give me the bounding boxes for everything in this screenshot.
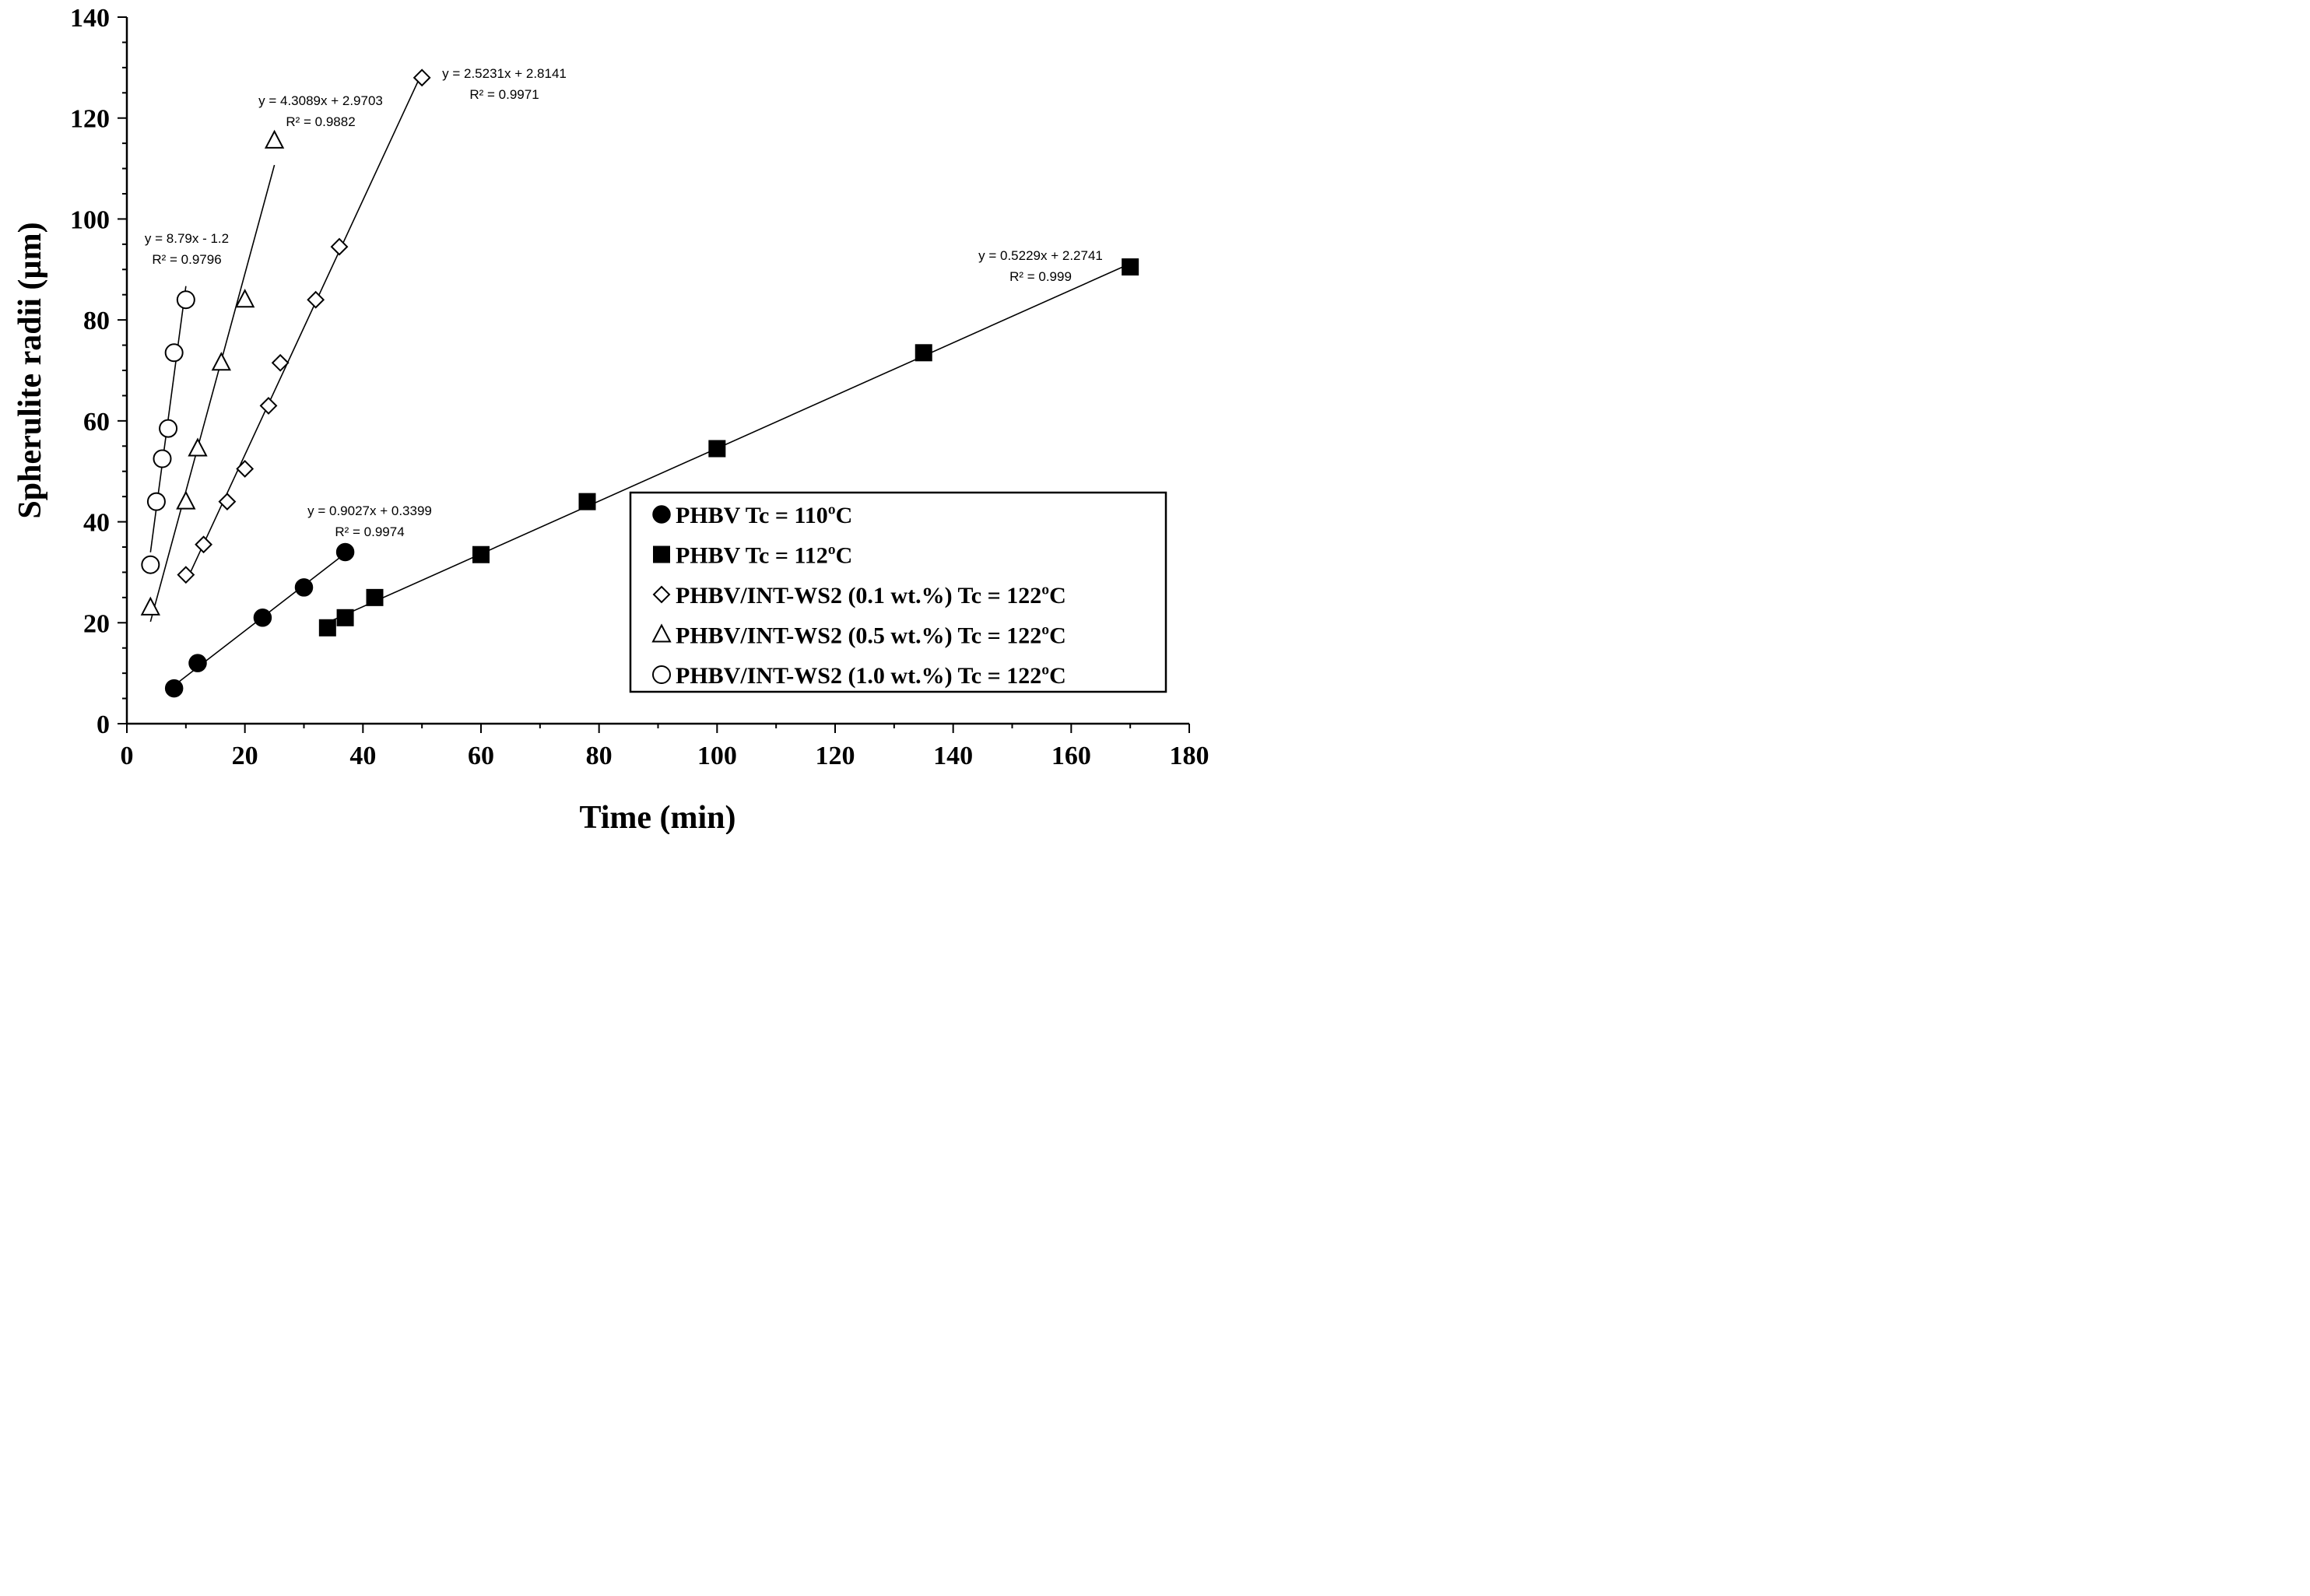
point-series-2: [330, 237, 349, 256]
point-series-4: [141, 555, 160, 574]
point-series-3: [211, 352, 231, 371]
y-tick-label: 0: [97, 710, 110, 739]
legend-marker-series-2: [652, 585, 671, 604]
fit-equation-110: y = 0.9027x + 0.3399: [307, 503, 432, 518]
data-points: [140, 68, 1139, 698]
legend-label-series-4: PHBV/INT-WS2 (1.0 wt.%) Tc = 122ºC: [676, 663, 1066, 689]
point-series-1: [915, 344, 932, 362]
point-series-1: [578, 493, 596, 510]
point-series-1: [708, 440, 726, 458]
x-tick-label: 160: [1051, 742, 1091, 770]
point-series-1: [472, 545, 490, 563]
legend-marker-series-4: [652, 665, 671, 684]
point-series-2: [271, 353, 290, 372]
point-series-3: [235, 289, 255, 308]
point-series-0: [253, 609, 272, 627]
axis-ticks: 0 20 40 60 80 100 120 140 160 180 0 20 40 60 80 100 120 1…: [70, 4, 1209, 770]
point-series-0: [294, 578, 314, 597]
legend-box: [629, 491, 1167, 693]
point-series-4: [159, 419, 178, 438]
spherulite-growth-chart: 0 20 40 60 80 100 120 140 160 180 0 20 40 60 80 100 120 1…: [12, 4, 1209, 834]
x-tick-label: 140: [933, 742, 973, 770]
legend-label-series-1: PHBV Tc = 112ºC: [676, 543, 852, 569]
x-tick-label: 20: [232, 742, 258, 770]
point-series-2: [412, 68, 431, 87]
point-series-1: [336, 609, 354, 626]
fit-r2-10wt: R² = 0.9796: [152, 252, 221, 267]
legend-marker-series-1: [653, 545, 670, 563]
x-tick-label: 80: [586, 742, 613, 770]
point-series-2: [218, 493, 237, 511]
point-series-3: [264, 129, 285, 149]
legend-marker-series-3: [651, 623, 672, 643]
fit-r2-01wt: R² = 0.9971: [469, 87, 539, 102]
point-series-3: [140, 596, 160, 616]
fit-equation-01wt: y = 2.5231x + 2.8141: [442, 66, 567, 81]
y-tick-label: 80: [83, 307, 110, 335]
point-series-2: [259, 396, 278, 415]
fit-equation-112: y = 0.5229x + 2.2741: [978, 248, 1103, 263]
point-series-0: [335, 542, 355, 562]
legend-label-series-0: PHBV Tc = 110ºC: [676, 503, 852, 528]
x-axis-title: Time (min): [579, 800, 735, 834]
point-series-1: [318, 619, 336, 637]
x-tick-label: 100: [697, 742, 737, 770]
y-tick-label: 40: [83, 509, 110, 538]
fit-equation-05wt: y = 4.3089x + 2.9703: [258, 93, 383, 108]
x-tick-label: 0: [121, 742, 134, 770]
x-tick-label: 60: [468, 742, 494, 770]
y-tick-label: 140: [70, 4, 110, 33]
fit-annotations: y = 0.9027x + 0.3399 R² = 0.9974 y = 0.5…: [145, 66, 1103, 539]
trendline-series-3: [149, 164, 276, 623]
point-series-3: [188, 437, 208, 457]
legend: PHBV Tc = 110ºC PHBV Tc = 112ºC PHBV/INT-W…: [629, 491, 1167, 693]
x-tick-label: 40: [349, 742, 376, 770]
fit-equation-10wt: y = 8.79x - 1.2: [145, 231, 229, 246]
legend-label-series-3: PHBV/INT-WS2 (0.5 wt.%) Tc = 122ºC: [676, 623, 1066, 649]
point-series-3: [176, 490, 196, 510]
point-series-1: [1122, 258, 1139, 276]
y-tick-label: 120: [70, 105, 110, 134]
x-tick-label: 120: [816, 742, 855, 770]
y-axis-title: Spherulite radii (µm): [12, 222, 48, 518]
y-tick-label: 100: [70, 205, 110, 234]
point-series-4: [146, 492, 166, 511]
point-series-2: [236, 460, 255, 478]
trendline-series-1: [327, 262, 1131, 623]
point-series-4: [176, 290, 195, 310]
point-series-0: [188, 654, 207, 672]
point-series-4: [153, 449, 172, 468]
point-series-0: [164, 679, 184, 698]
y-tick-label: 60: [83, 408, 110, 437]
fit-r2-05wt: R² = 0.9882: [286, 114, 355, 129]
point-series-2: [177, 566, 195, 584]
point-series-2: [307, 290, 325, 309]
x-tick-label: 180: [1170, 742, 1209, 770]
fit-r2-110: R² = 0.9974: [335, 524, 404, 539]
legend-marker-series-0: [652, 505, 671, 524]
point-series-2: [195, 535, 212, 554]
y-tick-label: 20: [83, 609, 110, 638]
fit-r2-112: R² = 0.999: [1009, 269, 1072, 284]
point-series-1: [366, 588, 384, 606]
point-series-4: [164, 343, 184, 363]
legend-label-series-2: PHBV/INT-WS2 (0.1 wt.%) Tc = 122ºC: [676, 583, 1066, 609]
